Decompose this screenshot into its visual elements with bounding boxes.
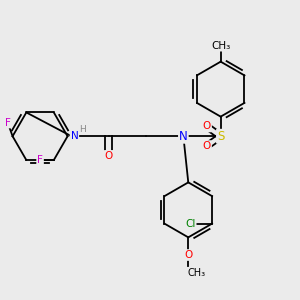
Text: CH₃: CH₃ <box>187 268 205 278</box>
Text: F: F <box>37 155 43 165</box>
Text: O: O <box>105 151 113 161</box>
Text: N: N <box>179 130 188 143</box>
Text: O: O <box>203 141 211 151</box>
Text: F: F <box>5 118 10 128</box>
Text: CH₃: CH₃ <box>211 41 230 51</box>
Text: S: S <box>217 130 224 143</box>
Text: N: N <box>70 131 78 141</box>
Text: Cl: Cl <box>185 219 196 229</box>
Text: O: O <box>184 250 192 260</box>
Text: O: O <box>203 122 211 131</box>
Text: H: H <box>79 125 86 134</box>
